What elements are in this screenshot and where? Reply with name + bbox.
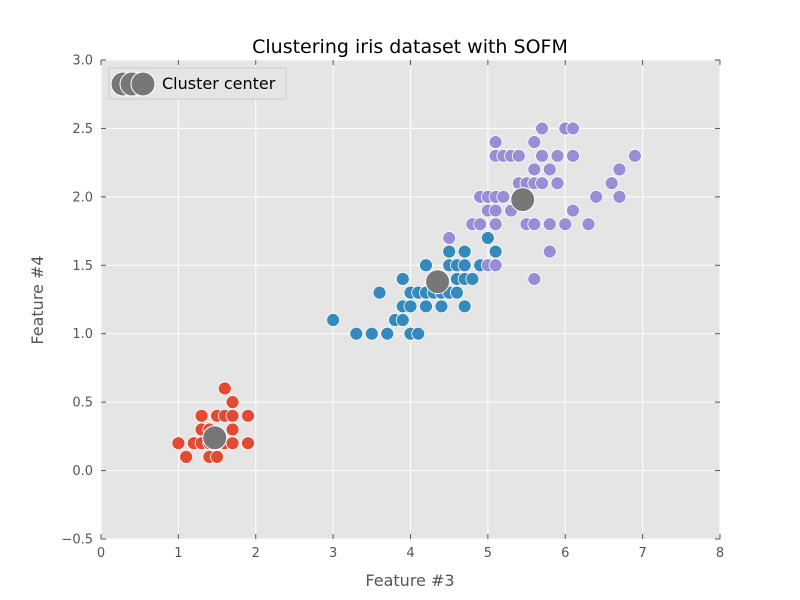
- y-tick-label: 0.0: [72, 464, 93, 479]
- data-point: [171, 436, 186, 451]
- data-point: [488, 258, 503, 273]
- data-point: [527, 162, 542, 177]
- data-point: [419, 258, 433, 273]
- x-axis-ticks: 0 1 2 3 4 5 6 7 8: [97, 60, 724, 561]
- data-point: [566, 121, 580, 136]
- data-point: [581, 217, 596, 232]
- data-point: [225, 395, 240, 410]
- data-point: [465, 272, 480, 286]
- data-point: [488, 217, 503, 232]
- y-axis-ticks: −0.5 0.0 0.5 1.0 1.5 2.0 2.5 3.0: [61, 54, 720, 548]
- data-point: [225, 408, 240, 423]
- data-point: [473, 217, 488, 232]
- data-point: [217, 381, 232, 396]
- chart-title: Clustering iris dataset with SOFM: [252, 36, 568, 58]
- data-point: [457, 258, 472, 273]
- x-tick-label: 4: [406, 546, 414, 561]
- data-point: [395, 272, 410, 286]
- data-point: [527, 135, 542, 150]
- data-point: [488, 244, 503, 259]
- data-point: [589, 189, 604, 204]
- legend-center-marker: [130, 71, 156, 97]
- x-tick-label: 0: [97, 546, 105, 561]
- data-point: [511, 148, 526, 163]
- data-point: [364, 326, 379, 341]
- data-point: [241, 408, 255, 423]
- x-tick-label: 3: [329, 546, 337, 561]
- data-point: [566, 148, 580, 163]
- data-point: [488, 135, 503, 150]
- data-point: [326, 313, 341, 327]
- data-point: [457, 244, 472, 259]
- data-point: [542, 244, 557, 259]
- data-point: [627, 148, 642, 163]
- data-point: [241, 436, 255, 451]
- x-axis-title: Feature #3: [365, 571, 454, 590]
- legend-marker: [110, 71, 156, 97]
- x-tick-label: 8: [716, 546, 724, 561]
- data-point: [225, 436, 240, 451]
- y-tick-label: 2.0: [72, 190, 93, 205]
- data-point: [434, 299, 449, 314]
- data-point: [527, 272, 542, 286]
- data-point: [372, 285, 387, 300]
- data-point: [349, 326, 364, 341]
- cluster-center-marker: [510, 187, 536, 213]
- cluster-centers: [202, 187, 536, 451]
- data-point: [210, 449, 224, 464]
- data-point: [395, 313, 410, 327]
- data-point: [535, 121, 549, 136]
- x-tick-label: 5: [484, 546, 492, 561]
- x-tick-label: 1: [174, 546, 182, 561]
- data-point: [535, 176, 549, 191]
- data-point: [612, 189, 627, 204]
- data-point: [542, 162, 557, 177]
- data-point: [550, 148, 565, 163]
- legend-label: Cluster center: [162, 74, 276, 93]
- data-point: [411, 326, 426, 341]
- legend: Cluster center: [108, 67, 287, 100]
- data-point: [179, 449, 194, 464]
- data-point: [535, 148, 549, 163]
- data-point: [604, 176, 619, 191]
- data-point: [442, 231, 457, 245]
- y-tick-label: 1.5: [72, 259, 93, 274]
- data-point: [457, 299, 472, 314]
- data-point: [380, 326, 395, 341]
- data-point: [550, 176, 565, 191]
- y-tick-label: 0.5: [72, 396, 93, 411]
- y-axis-title: Feature #4: [28, 255, 47, 344]
- data-point: [403, 299, 418, 314]
- x-tick-label: 7: [638, 546, 646, 561]
- data-point: [542, 217, 557, 232]
- data-point: [225, 422, 240, 437]
- data-point: [612, 162, 627, 177]
- y-tick-label: 1.0: [72, 327, 93, 342]
- data-points: [171, 121, 642, 464]
- data-point: [419, 299, 433, 314]
- data-point: [496, 189, 511, 204]
- x-tick-label: 6: [561, 546, 569, 561]
- data-point: [480, 231, 495, 245]
- data-point: [442, 244, 457, 259]
- data-point: [558, 217, 573, 232]
- cluster-center-marker: [202, 425, 228, 451]
- y-tick-label: 3.0: [72, 54, 93, 69]
- data-point: [450, 285, 464, 300]
- data-point: [194, 408, 209, 423]
- y-tick-label: −0.5: [61, 533, 93, 548]
- data-point: [488, 203, 503, 218]
- y-tick-label: 2.5: [72, 122, 93, 137]
- data-point: [527, 217, 542, 232]
- data-point: [566, 203, 580, 218]
- x-tick-label: 2: [252, 546, 260, 561]
- cluster-center-marker: [425, 269, 451, 295]
